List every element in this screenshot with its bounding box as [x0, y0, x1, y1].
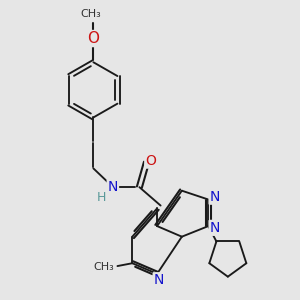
Text: N: N — [108, 180, 118, 194]
Text: N: N — [210, 190, 220, 204]
Text: H: H — [97, 190, 106, 204]
Text: CH₃: CH₃ — [80, 10, 101, 20]
Text: O: O — [145, 154, 156, 168]
Text: CH₃: CH₃ — [93, 262, 114, 272]
Text: O: O — [87, 31, 99, 46]
Text: N: N — [154, 273, 164, 287]
Text: N: N — [210, 221, 220, 235]
